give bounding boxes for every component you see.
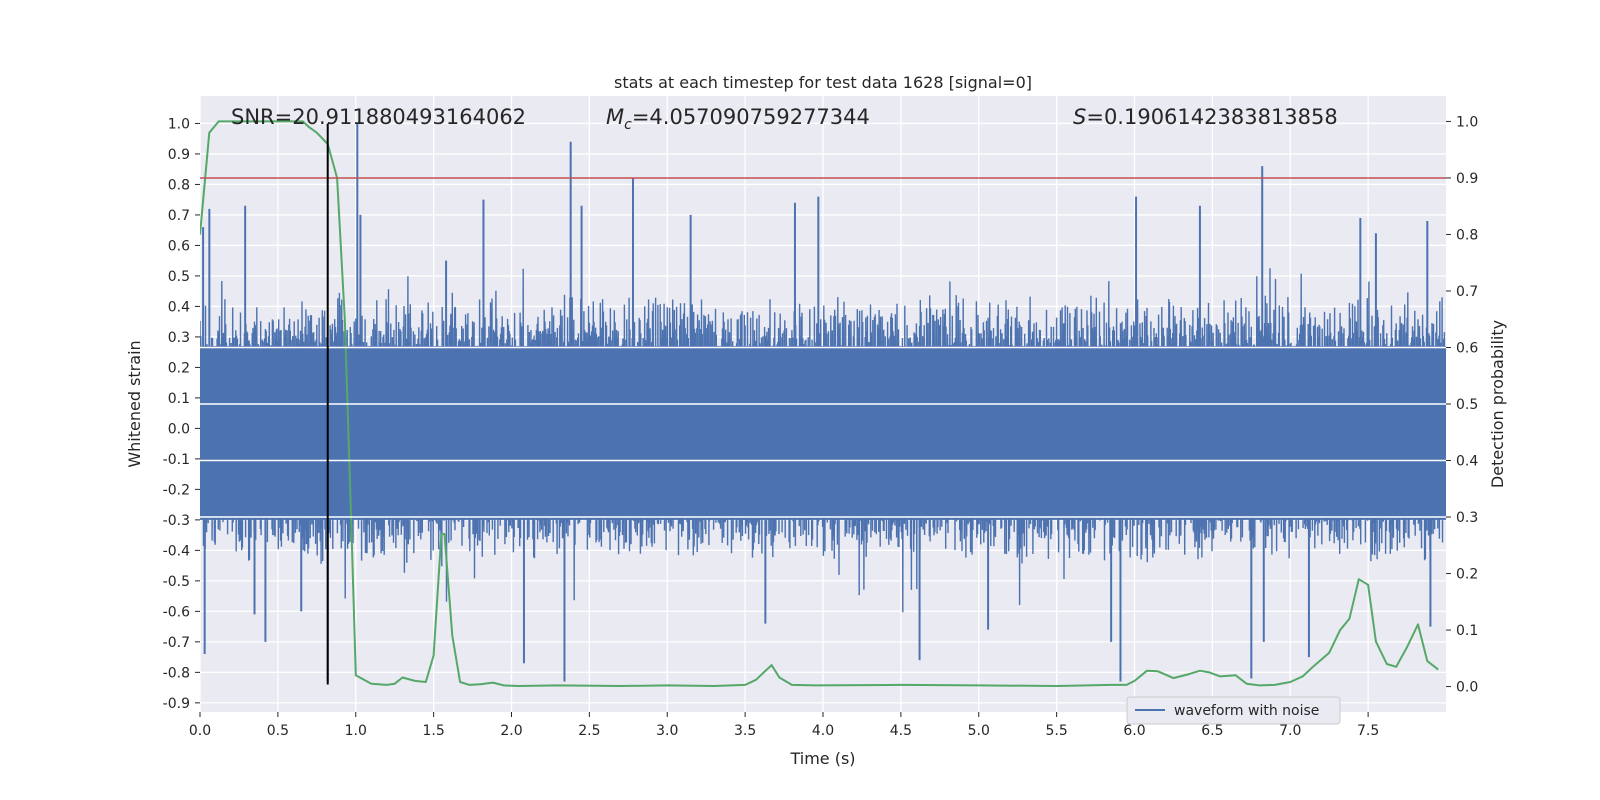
y-right-tick-label: 0.3 xyxy=(1456,510,1478,526)
overlays xyxy=(200,123,1446,685)
chirp-mass-annotation: Mc=4.057090759277344 xyxy=(606,105,870,133)
y-left-tick-label: -0.1 xyxy=(163,452,190,468)
probability-series xyxy=(200,120,1439,687)
y-left-tick-label: 0.9 xyxy=(168,147,190,163)
x-tick-label: 7.5 xyxy=(1357,723,1379,739)
probability-line xyxy=(200,120,1439,687)
x-tick-label: 6.0 xyxy=(1123,723,1145,739)
s-value: =0.1906142383813858 xyxy=(1086,105,1337,129)
y-left-tick-label: -0.3 xyxy=(163,513,190,529)
x-tick-label: 5.0 xyxy=(968,723,990,739)
y-left-tick-label: 0.0 xyxy=(168,421,190,437)
x-tick-label: 6.5 xyxy=(1201,723,1223,739)
y-left-tick-label: -0.6 xyxy=(163,604,190,620)
y-right-tick-label: 1.0 xyxy=(1456,114,1478,130)
x-tick-label: 4.5 xyxy=(890,723,912,739)
x-tick-label: 0.5 xyxy=(267,723,289,739)
x-tick-label: 2.5 xyxy=(578,723,600,739)
y-right-tick-label: 0.1 xyxy=(1456,623,1478,639)
y-left-tick-label: -0.7 xyxy=(163,635,190,651)
s-annotation: S=0.1906142383813858 xyxy=(1073,105,1338,129)
y-left-tick-label: 0.4 xyxy=(168,299,190,315)
y-right-tick-label: 0.8 xyxy=(1456,227,1478,243)
x-tick-label: 4.0 xyxy=(812,723,834,739)
snr-annotation: SNR=20.911880493164062 xyxy=(231,105,526,129)
x-axis-label: Time (s) xyxy=(789,749,855,768)
x-tick-label: 7.0 xyxy=(1279,723,1301,739)
y-left-tick-label: -0.5 xyxy=(163,574,190,590)
y-left-tick-label: 0.6 xyxy=(168,238,190,254)
y-left-axis-ticks: 1.0 0.9 0.8 0.7 0.6 0.5 0.4 0.3 0.2 0.1 0.0 -0.1 -0.… xyxy=(163,116,200,712)
chirp-mass-symbol: M xyxy=(606,105,624,129)
waveform-series xyxy=(200,123,1446,682)
y-right-axis-label: Detection probability xyxy=(1488,320,1507,488)
x-tick-label: 5.5 xyxy=(1045,723,1067,739)
x-tick-label: 2.0 xyxy=(500,723,522,739)
waveform-dense-band xyxy=(200,346,1446,520)
y-left-tick-label: -0.4 xyxy=(163,543,190,559)
x-tick-label: 1.0 xyxy=(345,723,367,739)
chirp-mass-subscript: c xyxy=(624,117,632,133)
y-left-tick-label: 0.1 xyxy=(168,391,190,407)
chirp-mass-value: =4.057090759277344 xyxy=(632,105,870,129)
y-left-tick-label: 0.8 xyxy=(168,177,190,193)
y-left-axis-label: Whitened strain xyxy=(125,340,144,467)
y-right-tick-label: 0.5 xyxy=(1456,397,1478,413)
chart-title: stats at each timestep for test data 162… xyxy=(614,73,1032,92)
y-right-tick-label: 0.6 xyxy=(1456,340,1478,356)
y-right-tick-label: 0.9 xyxy=(1456,171,1478,187)
y-left-tick-label: 0.3 xyxy=(168,330,190,346)
x-tick-label: 3.0 xyxy=(656,723,678,739)
s-symbol: S xyxy=(1073,105,1086,129)
legend: waveform with noise xyxy=(1126,696,1341,725)
legend-box xyxy=(1126,696,1341,725)
x-tick-label: 3.5 xyxy=(734,723,756,739)
x-tick-label: 0.0 xyxy=(189,723,211,739)
y-right-tick-label: 0.0 xyxy=(1456,680,1478,696)
y-right-tick-label: 0.7 xyxy=(1456,284,1478,300)
y-left-tick-label: -0.2 xyxy=(163,482,190,498)
y-left-tick-label: 0.2 xyxy=(168,360,190,376)
y-left-tick-label: -0.9 xyxy=(163,696,190,712)
y-left-tick-label: -0.8 xyxy=(163,665,190,681)
legend-label: waveform with noise xyxy=(1174,703,1319,719)
y-right-tick-label: 0.4 xyxy=(1456,454,1478,470)
y-right-tick-label: 0.2 xyxy=(1456,567,1478,583)
y-right-axis-ticks: 1.0 0.9 0.8 0.7 0.6 0.5 0.4 0.3 0.2 0.1 0.0 xyxy=(1446,114,1478,696)
y-left-tick-label: 1.0 xyxy=(168,116,190,132)
y-left-tick-label: 0.5 xyxy=(168,269,190,285)
x-tick-label: 1.5 xyxy=(422,723,444,739)
y-left-tick-label: 0.7 xyxy=(168,208,190,224)
